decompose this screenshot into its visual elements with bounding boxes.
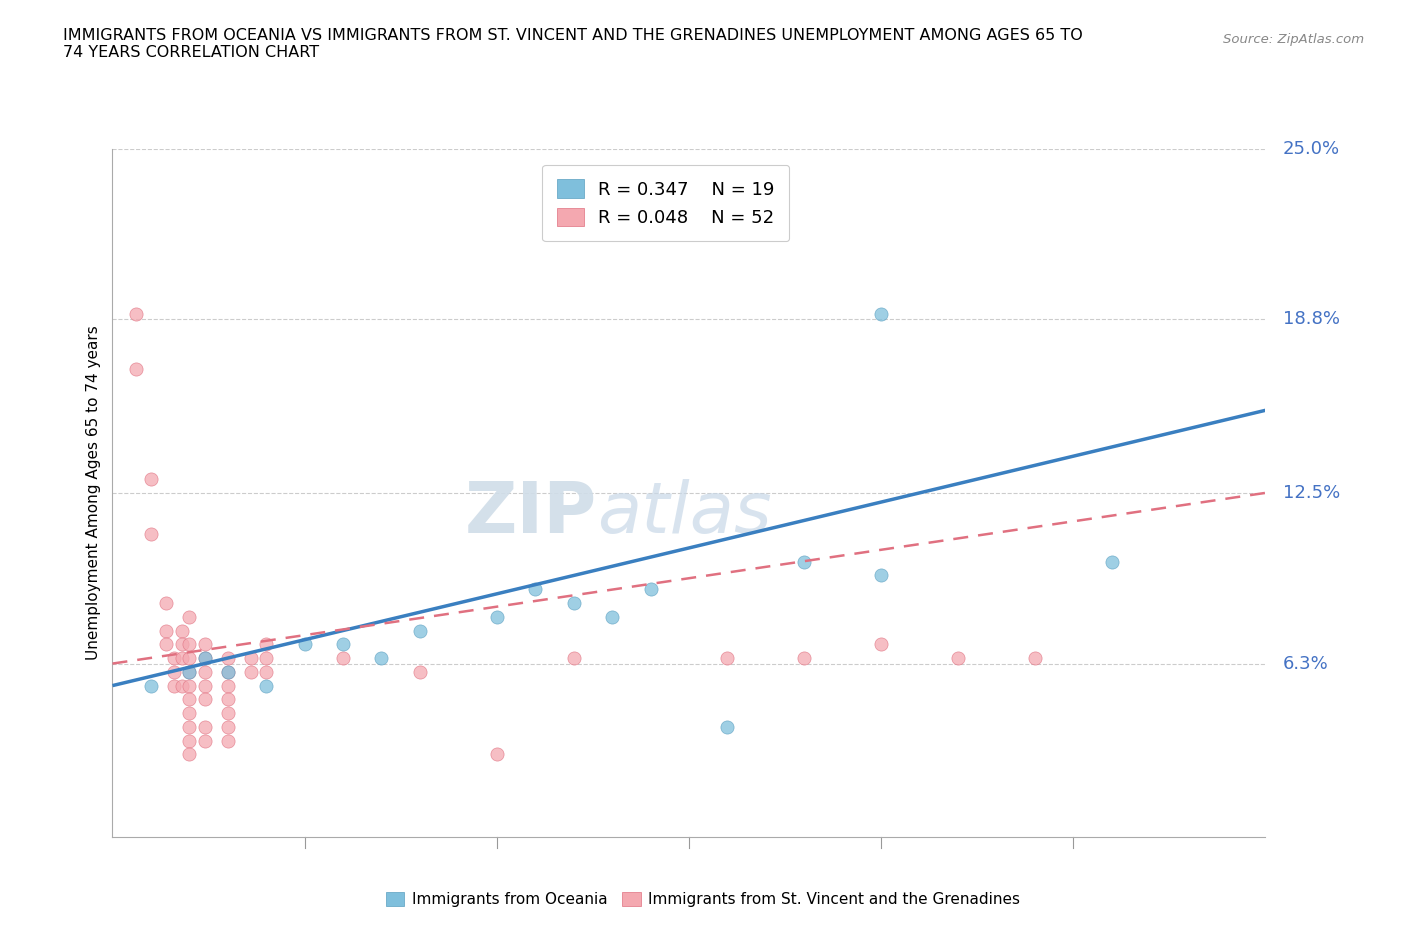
Text: atlas: atlas: [596, 479, 772, 548]
Point: [179, 664, 201, 679]
Point: [179, 664, 201, 679]
Legend: Immigrants from Oceania, Immigrants from St. Vincent and the Grenadines: Immigrants from Oceania, Immigrants from…: [380, 885, 1026, 913]
Text: 12.5%: 12.5%: [1282, 484, 1340, 502]
Point: [217, 664, 239, 679]
Text: IMMIGRANTS FROM OCEANIA VS IMMIGRANTS FROM ST. VINCENT AND THE GRENADINES UNEMPL: IMMIGRANTS FROM OCEANIA VS IMMIGRANTS FR…: [63, 28, 1083, 60]
Text: 25.0%: 25.0%: [1282, 140, 1340, 158]
Text: 18.8%: 18.8%: [1282, 311, 1340, 328]
Point: [194, 678, 217, 693]
Point: [332, 651, 354, 666]
Point: [124, 307, 146, 322]
Point: [217, 733, 239, 748]
Point: [239, 664, 262, 679]
Point: [179, 651, 201, 666]
Point: [179, 733, 201, 748]
Point: [562, 651, 585, 666]
Point: [179, 637, 201, 652]
Point: [600, 609, 623, 624]
Point: [254, 678, 277, 693]
Point: [194, 637, 217, 652]
Point: [139, 678, 162, 693]
Point: [179, 692, 201, 707]
Point: [179, 720, 201, 735]
Point: [194, 664, 217, 679]
Point: [179, 747, 201, 762]
Point: [294, 637, 316, 652]
Point: [485, 747, 508, 762]
Point: [870, 637, 893, 652]
Text: Source: ZipAtlas.com: Source: ZipAtlas.com: [1223, 33, 1364, 46]
Point: [254, 664, 277, 679]
Point: [194, 651, 217, 666]
Point: [409, 623, 432, 638]
Point: [170, 651, 193, 666]
Point: [217, 706, 239, 721]
Point: [194, 692, 217, 707]
Point: [640, 582, 662, 597]
Point: [409, 664, 432, 679]
Text: 6.3%: 6.3%: [1282, 655, 1329, 672]
Point: [179, 609, 201, 624]
Point: [217, 664, 239, 679]
Point: [194, 720, 217, 735]
Point: [217, 651, 239, 666]
Point: [870, 568, 893, 583]
Point: [170, 623, 193, 638]
Point: [124, 362, 146, 377]
Point: [155, 637, 177, 652]
Point: [179, 678, 201, 693]
Point: [562, 595, 585, 610]
Point: [946, 651, 969, 666]
Point: [254, 651, 277, 666]
Point: [370, 651, 392, 666]
Point: [1024, 651, 1046, 666]
Point: [163, 651, 186, 666]
Point: [254, 637, 277, 652]
Point: [163, 678, 186, 693]
Point: [1101, 554, 1123, 569]
Point: [139, 472, 162, 486]
Point: [170, 637, 193, 652]
Point: [217, 692, 239, 707]
Point: [239, 651, 262, 666]
Point: [170, 678, 193, 693]
Point: [155, 595, 177, 610]
Point: [870, 307, 893, 322]
Point: [217, 720, 239, 735]
Point: [179, 706, 201, 721]
Legend: R = 0.347    N = 19, R = 0.048    N = 52: R = 0.347 N = 19, R = 0.048 N = 52: [543, 165, 789, 241]
Point: [163, 664, 186, 679]
Point: [485, 609, 508, 624]
Y-axis label: Unemployment Among Ages 65 to 74 years: Unemployment Among Ages 65 to 74 years: [86, 326, 101, 660]
Point: [194, 733, 217, 748]
Point: [716, 651, 738, 666]
Point: [217, 678, 239, 693]
Text: ZIP: ZIP: [464, 479, 596, 548]
Point: [332, 637, 354, 652]
Point: [194, 651, 217, 666]
Point: [139, 526, 162, 541]
Point: [716, 720, 738, 735]
Point: [793, 651, 815, 666]
Point: [524, 582, 547, 597]
Point: [793, 554, 815, 569]
Point: [155, 623, 177, 638]
